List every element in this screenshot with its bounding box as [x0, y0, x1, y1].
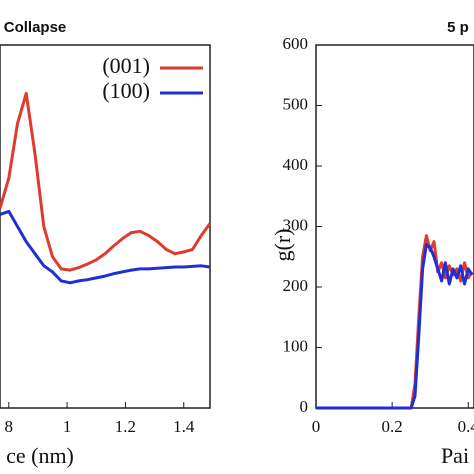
x-tick-label: 8 [5, 417, 14, 436]
y-tick-label: 600 [283, 34, 309, 53]
plot-frame [0, 44, 211, 409]
y-tick-label: 0 [300, 397, 309, 416]
x-tick-label: 1.4 [173, 417, 195, 436]
data-line [316, 243, 474, 410]
x-tick-label: 0.2 [382, 417, 403, 436]
x-axis-label: Pai [441, 443, 469, 468]
x-tick-label: 0 [312, 417, 321, 436]
y-tick-label: 300 [283, 215, 309, 234]
legend-label: (100) [102, 78, 150, 103]
chart-title: 5 p [447, 19, 469, 36]
y-tick-label: 100 [283, 336, 309, 355]
data-line [0, 209, 211, 285]
y-axis-label: g(r) [270, 229, 295, 262]
y-tick-label: 400 [283, 155, 309, 174]
plot-frame [315, 44, 474, 409]
x-tick-label: 1 [63, 417, 72, 436]
x-axis-label: ce (nm) [6, 443, 74, 468]
y-tick-label: 200 [283, 276, 309, 295]
y-tick-label: 500 [283, 94, 309, 113]
x-tick-label: 1.2 [115, 417, 136, 436]
x-tick-label: 0.4 [458, 417, 474, 436]
legend-label: (001) [102, 53, 150, 78]
chart-title: Collapse [4, 19, 67, 36]
data-line [0, 91, 212, 272]
data-line [316, 234, 474, 410]
